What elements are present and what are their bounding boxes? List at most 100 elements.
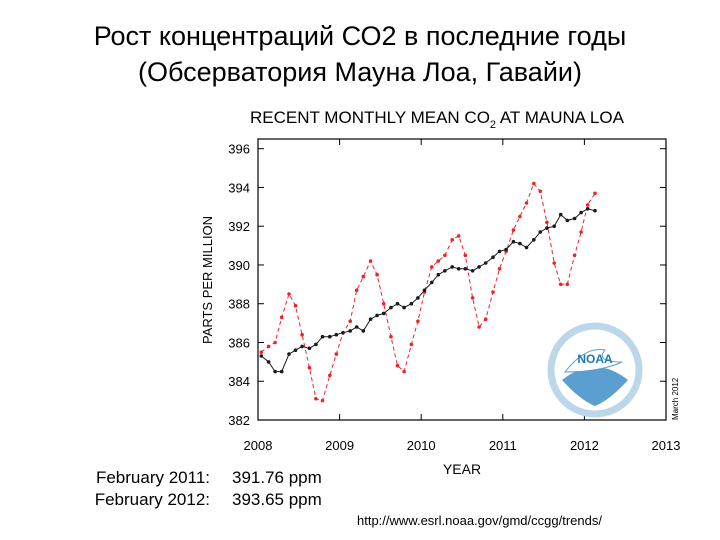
monthly-mean-point [545,220,549,225]
trend-point [430,280,434,285]
source-url: http://www.esrl.noaa.gov/gmd/ccgg/trends… [357,513,602,528]
trend-point [409,301,414,306]
monthly-mean-point [436,259,441,263]
trend-point [538,230,543,234]
trend-point [354,325,359,329]
monthly-mean-point [579,230,583,234]
trend-point [348,329,352,333]
monthly-mean-point [463,253,468,258]
trend-point [259,354,264,358]
monthly-mean-point [572,253,577,258]
trend-point [585,207,590,211]
y-tick-label: 382 [228,413,250,428]
trend-point [552,224,556,228]
trend-point [395,301,400,306]
monthly-mean-point [300,332,304,337]
x-axis-label: YEAR [443,461,481,477]
monthly-mean-point [293,303,298,308]
trend-point [558,212,563,217]
monthly-mean-point [524,201,529,205]
trend-point [579,210,583,215]
monthly-mean-point [375,272,379,277]
monthly-mean-point [334,352,339,356]
trend-point [389,305,393,310]
noaa-logo-text: NOAA [577,352,613,366]
monthly-mean-point [314,396,318,401]
trend-point [504,247,508,252]
reading-label: February 2011: [95,468,210,487]
monthly-mean-point [361,274,366,279]
trend-point [422,288,427,292]
trend-point [287,352,291,356]
x-tick-label: 2009 [325,438,354,453]
slide-title-line-2: (Обсерватория Мауна Лоа, Гавайи) [138,57,582,87]
monthly-mean-point [538,189,543,194]
monthly-mean-point [381,301,386,306]
reading-row: February 2011: 391.76 ppm [60,467,322,489]
monthly-mean-point [395,363,400,368]
monthly-mean-point [491,290,495,294]
date-stamp: March 2012 [671,377,680,420]
trend-point [450,265,455,269]
trend-point [524,245,529,250]
slide-title-line-1: Рост концентраций СО2 в последние годы [93,21,627,51]
reading-label: February 2012: [94,490,210,509]
monthly-mean-point [552,261,556,265]
monthly-mean-point [518,214,522,219]
monthly-mean-point [470,296,475,300]
co2-readings: February 2011: 391.76 ppm February 2012:… [60,467,322,511]
monthly-mean-points [259,181,597,403]
trend-point [477,265,481,269]
trend-point [572,216,577,221]
monthly-mean-point [443,253,447,258]
trend-point [483,261,488,265]
trend-point [273,369,277,374]
noaa-logo-wave [562,367,628,406]
trend-point [368,317,373,321]
monthly-mean-point [416,319,420,323]
trend-point [300,344,304,349]
monthly-mean-point [430,265,434,269]
monthly-mean-point [593,191,597,196]
y-axis-label: PARTS PER MILLION [200,216,215,344]
monthly-mean-point [389,334,393,339]
trend-point [361,329,366,333]
x-tick-label: 2011 [489,438,517,453]
trend-point [497,249,502,254]
chart-title: RECENT MONTHLY MEAN CO2 AT MAUNA LOA [250,108,625,131]
y-axis: 382 384 386 388 390 392 394 396 [228,142,666,428]
y-tick-label: 384 [228,374,250,389]
x-tick-label: 2008 [244,438,273,453]
monthly-mean-point [402,369,406,374]
trend-line [260,208,596,373]
y-tick-label: 396 [228,142,250,157]
monthly-mean-point [450,238,455,242]
reading-value: 391.76 ppm [232,468,322,487]
monthly-mean-line [260,182,596,402]
trend-point [334,332,339,337]
trend-point [307,346,312,351]
monthly-mean-point [287,292,291,296]
trend-point [518,241,522,246]
monthly-mean-point [320,398,325,403]
monthly-mean-point [328,373,332,378]
trend-point [320,334,325,339]
x-tick-label: 2013 [652,438,681,453]
trend-point [456,267,461,271]
trend-point [402,305,406,310]
reading-row: February 2012: 393.65 ppm [60,489,322,511]
monthly-mean-point [511,228,516,232]
monthly-mean-point [565,282,570,287]
trend-point [381,311,386,316]
trend-point [565,218,570,223]
trend-point [436,272,441,277]
trend-point [328,334,332,339]
monthly-mean-point [558,282,563,287]
x-tick-label: 2012 [570,438,599,453]
y-tick-label: 394 [228,180,250,195]
trend-point [532,238,536,242]
y-tick-label: 392 [228,219,250,234]
monthly-mean-point [368,259,373,263]
monthly-mean-point [279,315,284,320]
trend-point [266,360,271,364]
